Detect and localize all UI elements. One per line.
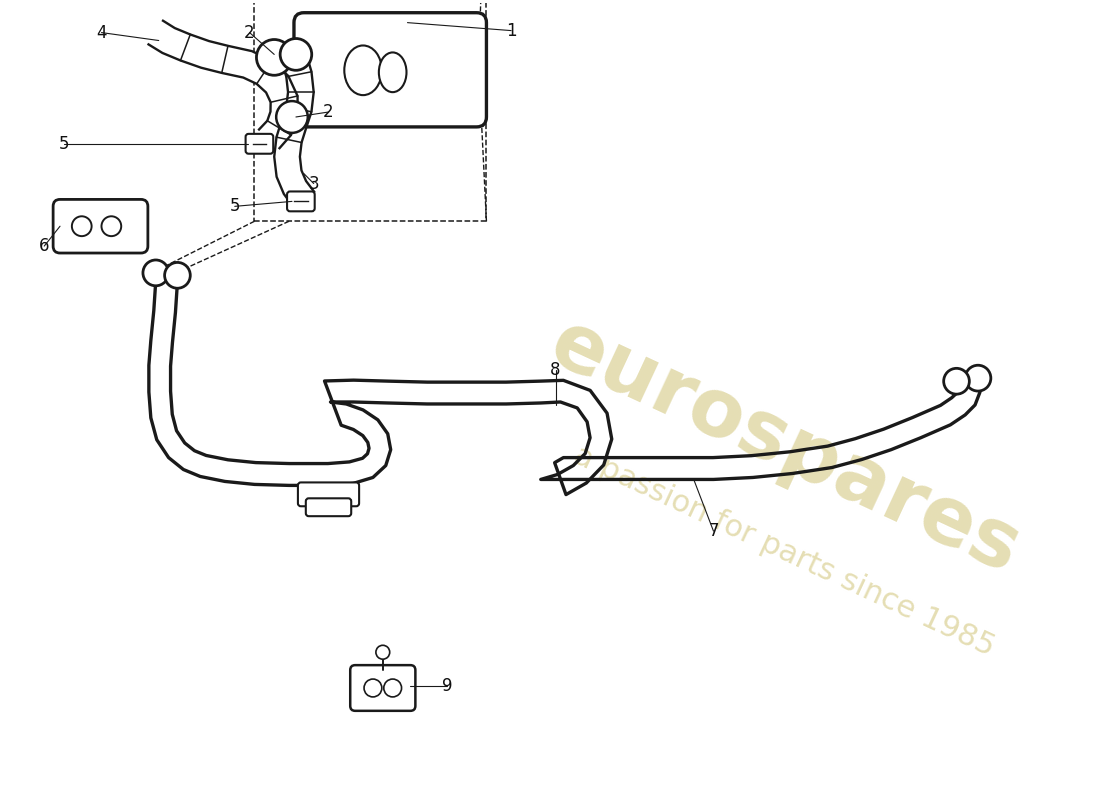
Circle shape	[276, 101, 308, 133]
Circle shape	[72, 216, 91, 236]
Circle shape	[165, 262, 190, 288]
FancyBboxPatch shape	[287, 191, 315, 211]
Polygon shape	[148, 21, 298, 148]
FancyBboxPatch shape	[298, 482, 359, 506]
Text: 3: 3	[308, 174, 319, 193]
Text: 8: 8	[550, 362, 561, 379]
Ellipse shape	[344, 46, 382, 95]
FancyBboxPatch shape	[306, 498, 351, 516]
Text: 5: 5	[230, 198, 240, 215]
Text: 2: 2	[323, 103, 333, 121]
Text: 4: 4	[96, 23, 107, 42]
Text: 7: 7	[708, 522, 718, 540]
Text: 2: 2	[244, 23, 255, 42]
Circle shape	[944, 368, 969, 394]
Text: eurospares: eurospares	[537, 305, 1032, 590]
Circle shape	[280, 38, 311, 70]
Circle shape	[143, 260, 168, 286]
Text: 5: 5	[58, 134, 69, 153]
FancyBboxPatch shape	[245, 134, 273, 154]
Circle shape	[384, 679, 402, 697]
Polygon shape	[274, 54, 315, 207]
Circle shape	[256, 39, 292, 75]
Circle shape	[101, 216, 121, 236]
FancyBboxPatch shape	[350, 665, 416, 711]
Circle shape	[965, 366, 991, 391]
Bar	[254, 0, 486, 222]
Circle shape	[364, 679, 382, 697]
Text: a passion for parts since 1985: a passion for parts since 1985	[570, 440, 1000, 662]
Text: 9: 9	[442, 677, 452, 695]
FancyBboxPatch shape	[294, 13, 486, 127]
Text: 6: 6	[39, 237, 50, 255]
Text: 1: 1	[506, 22, 516, 39]
Circle shape	[376, 646, 389, 659]
FancyBboxPatch shape	[53, 199, 147, 253]
Ellipse shape	[378, 53, 407, 92]
